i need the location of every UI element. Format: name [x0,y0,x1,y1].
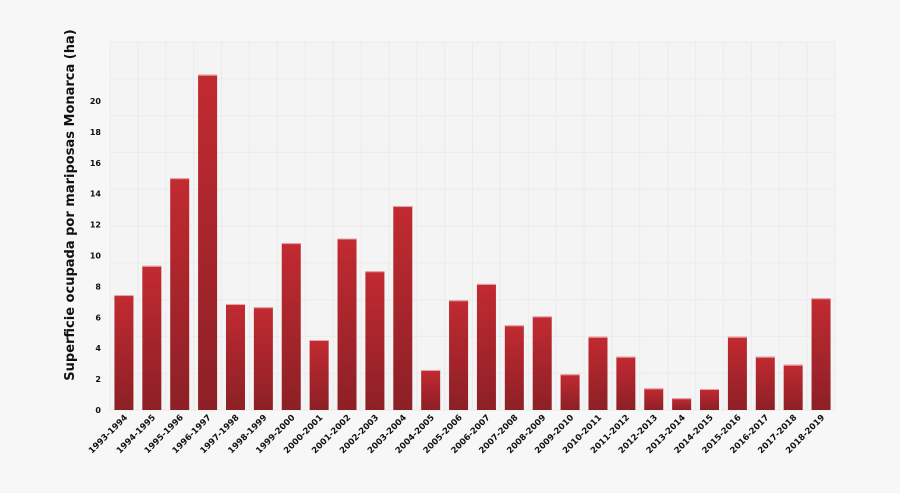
bar-2006-2007 [476,283,496,410]
y-tick-label: 20 [90,97,102,106]
bar-2017-2018 [783,364,803,410]
bar-2012-2013 [644,388,664,410]
y-tick-label: 6 [95,313,101,322]
y-tick-label: 2 [95,375,101,384]
bar-1997-1998 [225,304,245,410]
bar-2011-2012 [616,356,636,410]
bar-2009-2010 [560,374,580,410]
gridlines [109,41,836,411]
bar-2018-2019 [811,298,831,410]
bar-1996-1997 [198,74,218,411]
bar-2003-2004 [393,206,413,410]
y-tick-label: 16 [90,159,102,168]
bar-2007-2008 [504,325,524,410]
bar-1993-1994 [114,295,134,410]
x-axis-ticks: 1993-19941994-19951995-19961996-19971997… [87,413,827,456]
y-axis-title: Superficie ocupada por mariposas Monarca… [63,29,78,380]
bar-1995-1996 [170,178,190,410]
y-tick-label: 12 [90,221,101,230]
y-tick-label: 4 [95,344,101,353]
y-tick-label: 18 [90,128,102,137]
bar-2002-2003 [365,271,385,410]
y-axis-ticks: 0 2 4 6 8 10 12 14 16 18 20 [90,97,102,415]
bar-2008-2009 [532,316,552,410]
y-tick-label: 10 [90,252,102,261]
bar-1998-1999 [253,307,273,410]
y-tick-label: 0 [95,406,101,415]
bar-2015-2016 [727,336,747,410]
bar-2010-2011 [588,336,608,410]
bar-2005-2006 [449,300,469,410]
bar-2013-2014 [672,398,692,410]
bar-2014-2015 [700,388,720,410]
bars [114,74,831,411]
bar-2016-2017 [755,356,775,410]
y-tick-label: 8 [95,282,101,291]
bar-2001-2002 [337,238,357,410]
bar-2004-2005 [421,369,441,410]
bar-2000-2001 [309,340,329,410]
bar-1994-1995 [142,265,162,410]
bar-1999-2000 [281,243,301,410]
y-tick-label: 14 [90,190,102,199]
